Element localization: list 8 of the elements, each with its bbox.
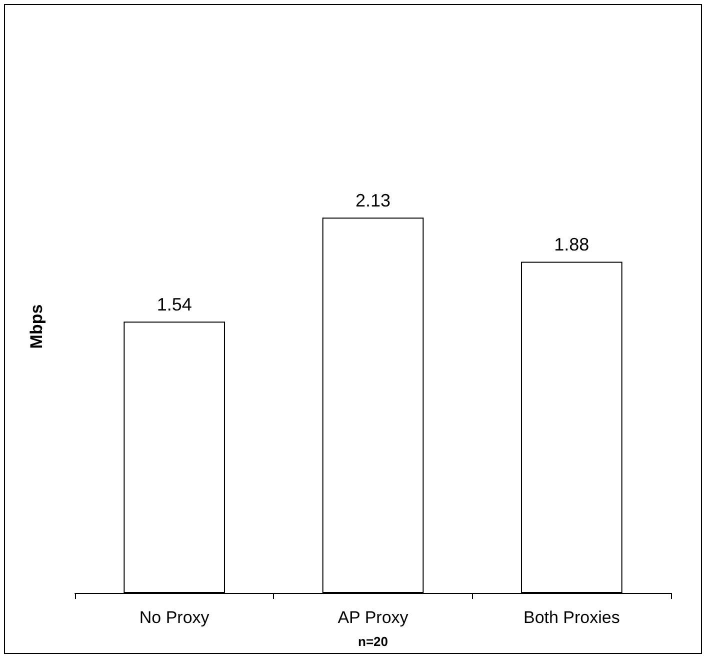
data-label: 1.54 [156, 294, 192, 315]
x-axis-title: n=20 [358, 634, 388, 649]
data-label: 2.13 [355, 190, 391, 211]
x-tick-label: No Proxy [139, 608, 210, 627]
x-tick-label: Both Proxies [523, 608, 620, 627]
data-label: 1.88 [554, 234, 590, 255]
y-axis-title: Mbps [27, 304, 46, 349]
x-tick-label: AP Proxy [338, 608, 409, 627]
